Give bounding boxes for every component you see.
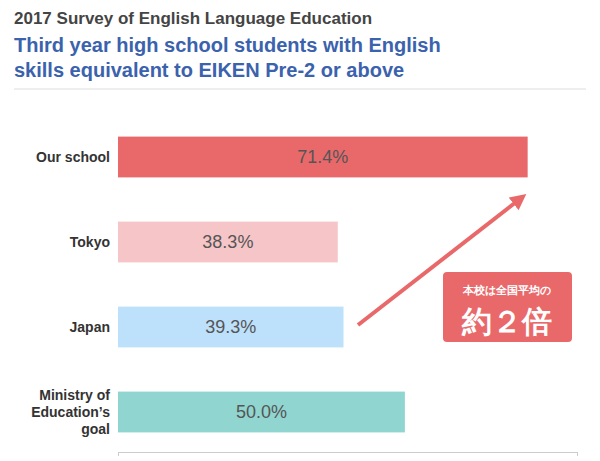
data-label: 50.0% <box>236 402 287 422</box>
separator <box>14 89 586 90</box>
axis-line <box>119 453 578 457</box>
category-label-line: goal <box>81 421 110 437</box>
data-label: 39.3% <box>205 317 256 337</box>
annotation-text: 約２倍 <box>461 305 552 338</box>
data-label: 71.4% <box>297 147 348 167</box>
bar <box>118 307 343 348</box>
category-label-line: Education’s <box>31 404 110 420</box>
category-label: Tokyo <box>70 234 110 250</box>
bar <box>118 222 338 263</box>
category-label-line: Our school <box>36 149 110 165</box>
tick <box>118 452 119 456</box>
category-label: Japan <box>70 319 110 335</box>
tick-mark <box>118 452 119 456</box>
category-label: Our school <box>36 149 110 165</box>
chart-container: 2017 Survey of English Language Educatio… <box>0 0 600 461</box>
category-label-line: Japan <box>70 319 110 335</box>
title: 2017 Survey of English Language Educatio… <box>14 9 372 28</box>
subtitle: Third year high school students with Eng… <box>14 34 441 56</box>
annotation-box <box>443 272 572 342</box>
category-label: Ministry ofEducation’sgoal <box>31 387 110 437</box>
data-labels: 71.4% 38.3% 39.3% 50.0% <box>202 147 348 422</box>
bar <box>118 392 405 433</box>
category-labels: Our school Tokyo Japan Ministry ofEducation… <box>31 149 110 437</box>
chart-svg: 2017 Survey of English Language Educatio… <box>0 0 600 461</box>
annotation: 本校は全国平均の約２倍 <box>443 272 572 342</box>
data-label: 38.3% <box>202 232 253 252</box>
annotation-text: 本校は全国平均の <box>462 284 551 296</box>
bar <box>118 137 528 178</box>
subtitle: skills equivalent to EIKEN Pre-2 or abov… <box>14 59 404 81</box>
category-label-line: Tokyo <box>70 234 110 250</box>
category-label-line: Ministry of <box>39 387 110 403</box>
x-axis <box>119 452 578 456</box>
tick <box>577 452 578 456</box>
tick-mark <box>577 452 578 456</box>
